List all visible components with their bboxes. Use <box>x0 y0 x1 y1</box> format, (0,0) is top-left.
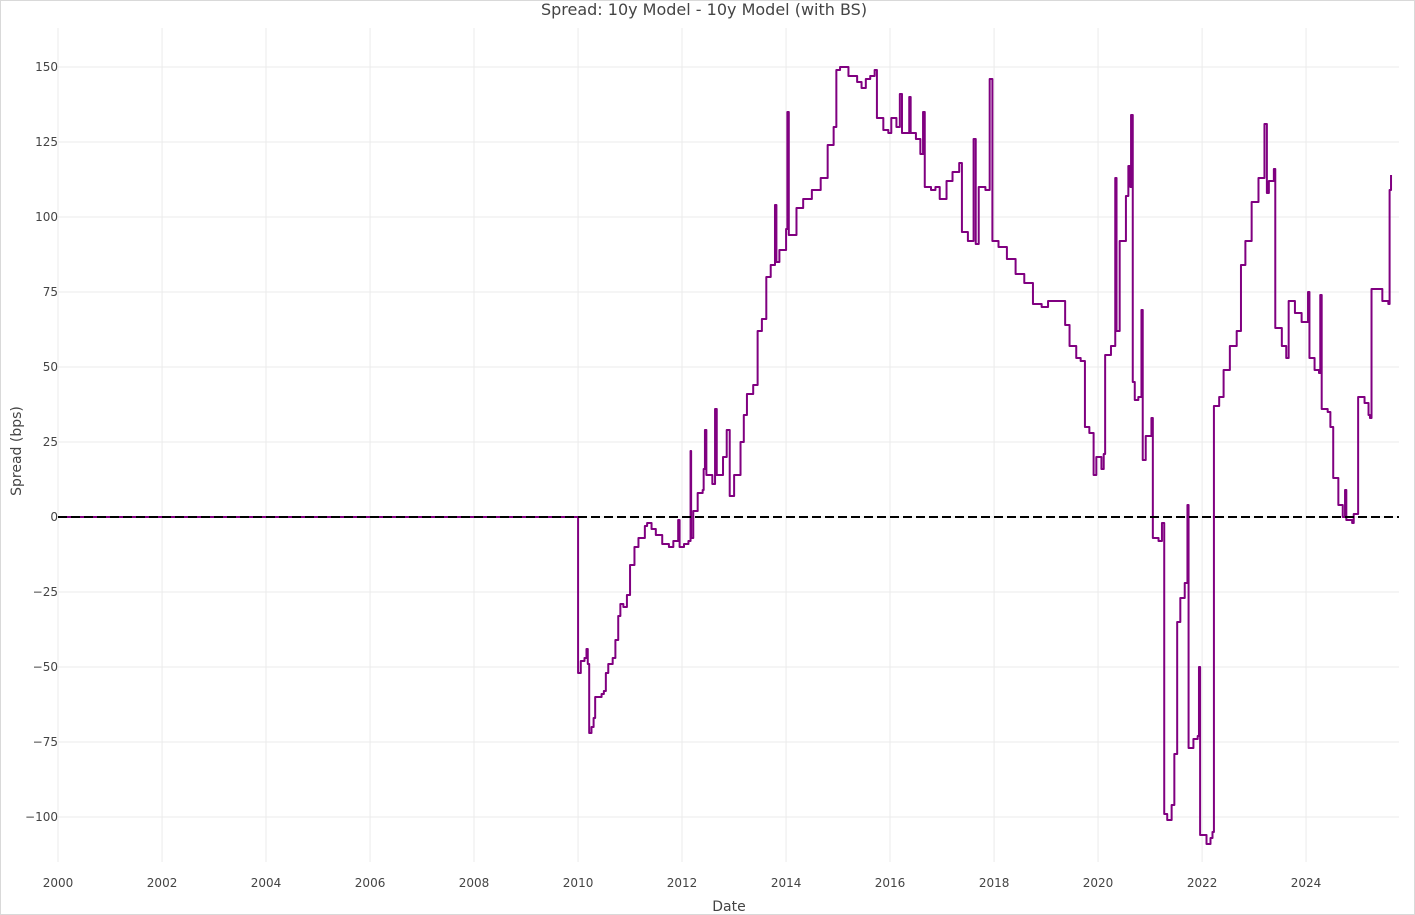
y-axis-title: Spread (bps) <box>9 406 25 496</box>
y-tick-label: 50 <box>43 360 58 374</box>
y-tick-label: 25 <box>43 435 58 449</box>
y-tick-label: −25 <box>33 585 58 599</box>
x-tick-labels: 2000 2002 2004 2006 2008 2010 2012 2014 2016 2018… <box>43 876 1322 890</box>
x-tick-label: 2014 <box>771 876 802 890</box>
x-tick-label: 2004 <box>251 876 282 890</box>
x-tick-label: 2010 <box>563 876 594 890</box>
grid <box>57 28 1399 862</box>
x-tick-label: 2022 <box>1187 876 1218 890</box>
x-tick-label: 2002 <box>147 876 178 890</box>
x-tick-label: 2008 <box>459 876 490 890</box>
y-tick-label: 75 <box>43 285 58 299</box>
y-tick-label: 0 <box>50 510 58 524</box>
chart-title: Spread: 10y Model - 10y Model (with BS) <box>541 0 867 19</box>
x-tick-label: 2020 <box>1083 876 1114 890</box>
series-layer <box>58 66 1393 845</box>
y-tick-label: 125 <box>35 135 58 149</box>
x-tick-label: 2012 <box>667 876 698 890</box>
x-tick-label: 2000 <box>43 876 74 890</box>
y-tick-label: 100 <box>35 210 58 224</box>
spread-series-line <box>58 66 1393 845</box>
x-tick-label: 2016 <box>875 876 906 890</box>
y-tick-label: −50 <box>33 660 58 674</box>
x-tick-label: 2006 <box>355 876 386 890</box>
y-tick-label: −100 <box>25 810 58 824</box>
y-tick-label: −75 <box>33 735 58 749</box>
y-tick-labels: 150 125 100 75 50 25 0 −25 −50 −75 −100 <box>25 60 58 824</box>
x-axis-title: Date <box>712 899 745 913</box>
x-tick-label: 2024 <box>1291 876 1322 890</box>
y-tick-label: 150 <box>35 60 58 74</box>
x-tick-label: 2018 <box>979 876 1010 890</box>
